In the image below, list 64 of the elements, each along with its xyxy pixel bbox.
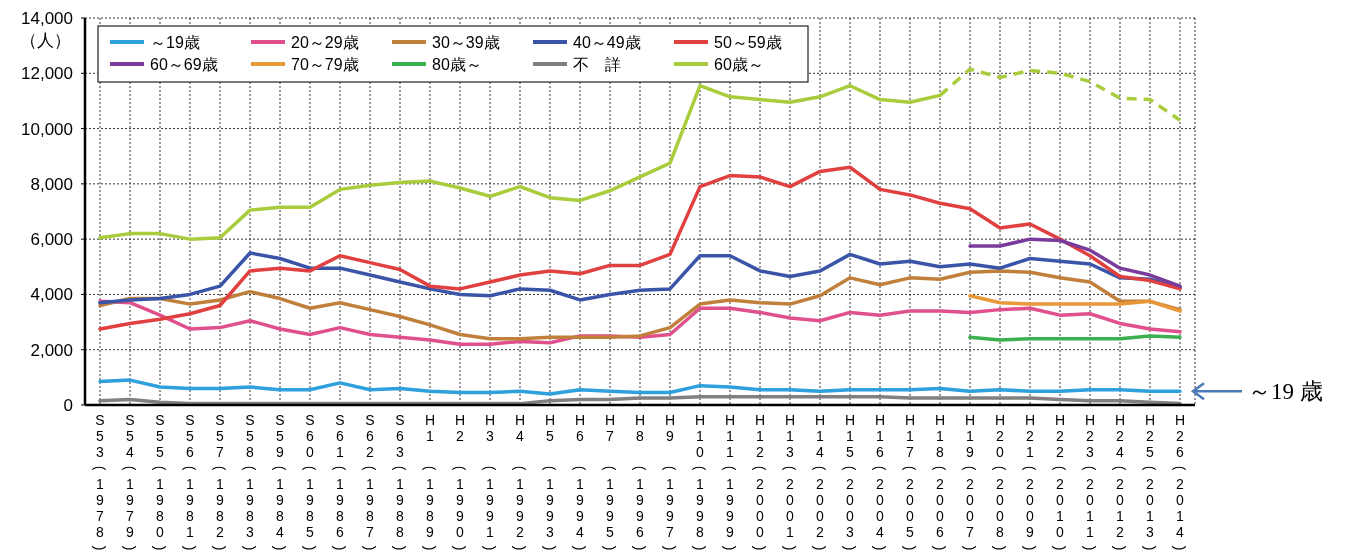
xtick: H2(1990) [452, 412, 468, 551]
legend-label: 70～79歳 [291, 56, 359, 73]
xtick: S55(1980) [152, 412, 168, 551]
xtick: H17(2005) [902, 412, 918, 551]
legend-label: 80歳～ [432, 56, 482, 73]
xtick: S63(1988) [392, 412, 408, 551]
xtick: S59(1984) [272, 412, 288, 551]
xtick: S57(1982) [212, 412, 228, 551]
xtick: H12(2000) [752, 412, 768, 551]
line-series [968, 294, 1182, 313]
xtick: H7(1995) [602, 412, 618, 551]
legend-label: 40～49歳 [573, 34, 641, 51]
y-tick-label: 2,000 [30, 340, 73, 360]
legend-label: 不 詳 [573, 56, 621, 73]
xtick: H1(1989) [422, 412, 438, 551]
line-series [968, 237, 1182, 288]
xtick: H26(2014) [1172, 412, 1188, 551]
xtick: H10(1998) [692, 412, 708, 551]
y-axis-title: （人） [20, 31, 71, 50]
y-tick-label: 8,000 [30, 174, 73, 194]
line-series [98, 299, 1182, 346]
xtick: H13(2001) [782, 412, 798, 551]
legend-label: 60～69歳 [150, 56, 218, 73]
xtick: H4(1992) [512, 412, 528, 551]
xtick: H23(2011) [1082, 412, 1098, 551]
xtick: S53(1978) [92, 412, 108, 551]
xtick: S58(1983) [242, 412, 258, 551]
y-tick-label: 4,000 [30, 285, 73, 305]
y-tick-label: 14,000 [21, 9, 73, 28]
xtick: S54(1979) [122, 412, 138, 551]
xtick: H6(1994) [572, 412, 588, 551]
xtick: H5(1993) [542, 412, 558, 551]
xtick: H22(2010) [1052, 412, 1068, 551]
xtick: S62(1987) [362, 412, 378, 551]
xtick: H18(2006) [932, 412, 948, 551]
y-tick-label: 0 [63, 396, 73, 415]
xtick: H8(1996) [632, 412, 648, 551]
xtick: H14(2002) [812, 412, 828, 551]
y-tick-label: 10,000 [21, 119, 73, 139]
xtick: S60(1985) [302, 412, 318, 551]
line-series [98, 165, 1182, 331]
legend-label: ～19歳 [150, 34, 200, 51]
legend-label: 20～29歳 [291, 34, 359, 51]
line-series [98, 378, 1182, 396]
xtick: S61(1986) [332, 412, 348, 551]
xtick: H25(2013) [1142, 412, 1158, 551]
xtick: H19(2007) [962, 412, 978, 551]
xtick: S56(1981) [182, 412, 198, 551]
xtick: H21(2009) [1022, 412, 1038, 551]
legend-label: 50～59歳 [714, 34, 782, 51]
xtick: H15(2003) [842, 412, 858, 551]
legend-label: 60歳～ [714, 56, 764, 73]
line-series [98, 251, 1182, 305]
xtick: H16(2004) [872, 412, 888, 551]
xtick: H20(2008) [992, 412, 1008, 551]
xtick: H9(1997) [662, 412, 678, 551]
annotation: ～19 歳 [1248, 379, 1323, 405]
xtick: H24(2012) [1112, 412, 1128, 551]
line-series [98, 394, 1182, 406]
legend-label: 30～39歳 [432, 34, 500, 51]
xtick: H11(1999) [722, 412, 738, 551]
y-tick-label: 12,000 [21, 64, 73, 84]
y-tick-label: 6,000 [30, 230, 73, 250]
xtick: H3(1991) [482, 412, 498, 551]
